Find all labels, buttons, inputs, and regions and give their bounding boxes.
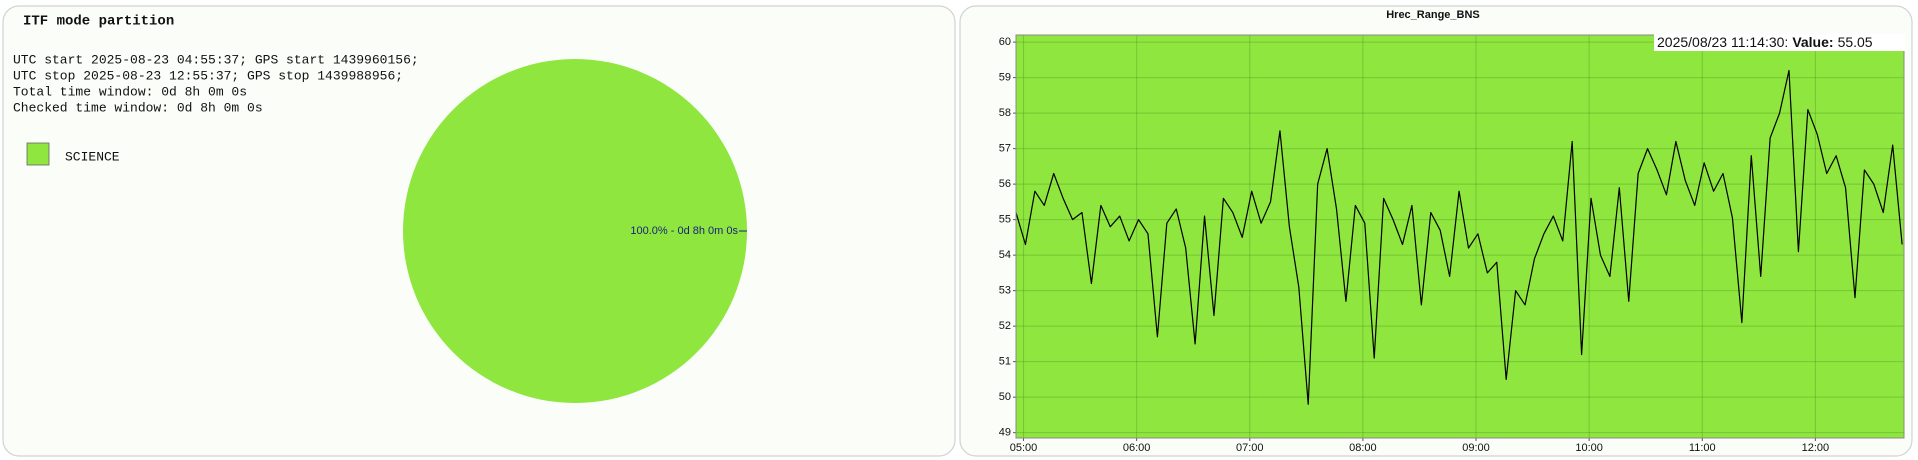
x-tick-label: 07:00 (1236, 442, 1264, 454)
x-tick-label: 06:00 (1123, 442, 1151, 454)
annotation: 2025/08/23 11:14:30: Value: 55.05 (1654, 34, 1905, 51)
x-tick-label: 08:00 (1349, 442, 1377, 454)
annotation-text: 2025/08/23 11:14:30: Value: 55.05 (1657, 34, 1873, 50)
annotation-value: 55.05 (1838, 34, 1873, 50)
x-tick-label: 11:00 (1689, 442, 1716, 454)
plot-frame (1015, 34, 1905, 439)
data-line (1015, 69, 1903, 405)
x-tick-label: 12:00 (1802, 442, 1830, 454)
x-tick-label: 05:00 (1010, 442, 1038, 454)
y-tick-label: 59 (999, 72, 1011, 84)
annotation-label: Value: (1792, 34, 1833, 50)
x-tick-label: 09:00 (1462, 442, 1490, 454)
y-tick-label: 58 (999, 107, 1011, 119)
plot-area (1016, 35, 1904, 438)
legend-swatch (26, 142, 50, 166)
y-tick-label: 52 (999, 320, 1011, 332)
info-line: Checked time window: 0d 8h 0m 0s (13, 100, 263, 115)
legend-label: SCIENCE (65, 149, 120, 164)
info-line: Total time window: 0d 8h 0m 0s (13, 84, 247, 99)
annotation-box (1654, 34, 1905, 51)
y-tick-label: 57 (999, 143, 1011, 155)
y-tick-label: 56 (999, 178, 1011, 190)
y-tick-label: 54 (999, 249, 1011, 261)
slice-label: 100.0% - 0d 8h 0m 0s (630, 225, 738, 237)
annotation-time: 2025/08/23 11:14:30: (1657, 34, 1788, 50)
y-tick-label: 49 (999, 427, 1011, 439)
info-line: UTC start 2025-08-23 04:55:37; GPS start… (13, 52, 419, 67)
pie-title: ITF mode partition (23, 14, 174, 30)
line-title: Hrec_Range_BNS (1386, 9, 1480, 21)
y-tick-label: 51 (999, 356, 1011, 368)
info-line: UTC stop 2025-08-23 12:55:37; GPS stop 1… (13, 68, 403, 83)
y-tick-label: 55 (999, 214, 1011, 226)
y-tick-label: 50 (999, 391, 1011, 403)
x-tick-label: 10:00 (1575, 442, 1603, 454)
y-tick-label: 60 (999, 36, 1011, 48)
pie-slice (403, 59, 747, 403)
y-tick-label: 53 (999, 285, 1011, 297)
